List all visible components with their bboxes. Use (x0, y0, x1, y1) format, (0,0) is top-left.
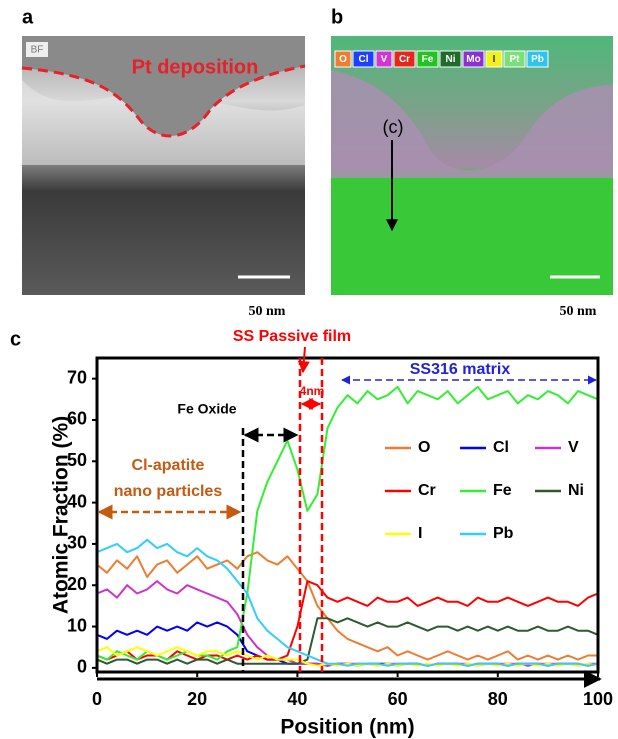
legend-label: V (568, 439, 579, 456)
y-tick-label: 50 (67, 450, 87, 470)
series-line (96, 538, 599, 667)
panel-label: c (10, 328, 21, 350)
tag-box (26, 42, 48, 57)
arrow (297, 346, 310, 374)
element-label: I (493, 54, 496, 65)
y-axis-title: Atomic Fraction (%) (50, 416, 73, 614)
element-label: Mo (466, 54, 480, 65)
annotation: SS316 matrix (410, 361, 511, 378)
x-tick-label: 20 (187, 689, 207, 709)
scale-label: 50 nm (560, 304, 597, 319)
plot-frame (95, 356, 600, 674)
image-tag: BF (31, 45, 44, 56)
series-line (96, 580, 599, 661)
annotation: nano particles (114, 483, 223, 500)
legend-label: Ni (568, 482, 584, 499)
panel-label: a (22, 6, 34, 28)
element-badge (526, 50, 549, 68)
x-tick-label: 40 (287, 689, 307, 709)
y-tick-label: 10 (67, 615, 87, 635)
x-tick-label: 80 (488, 689, 508, 709)
element-label: V (381, 54, 388, 65)
pt-outline (21, 64, 306, 138)
element-badge (393, 50, 416, 68)
y-tick-label: 20 (67, 574, 87, 594)
element-badge (375, 50, 393, 68)
element-badge (485, 50, 503, 68)
legend-label: Fe (493, 482, 512, 499)
element-label: Pt (510, 54, 521, 65)
image-region (331, 70, 613, 178)
x-axis-title: Position (nm) (280, 716, 414, 739)
series-line (96, 551, 598, 661)
x-tick-label: 0 (92, 689, 102, 709)
series-line (96, 385, 599, 661)
legend-label: Pb (493, 525, 514, 542)
series-line (96, 621, 599, 667)
annotation: 4nm (300, 384, 325, 398)
annotation: (c) (383, 117, 404, 137)
annotation: SS Passive film (233, 328, 351, 345)
x-tick-label: 60 (388, 689, 408, 709)
element-label: Ni (446, 54, 456, 65)
element-label: Pb (531, 54, 544, 65)
legend-label: Cl (493, 439, 509, 456)
element-badge (439, 50, 462, 68)
element-badge (334, 50, 352, 68)
annotation: Pt deposition (132, 56, 259, 78)
element-label: Fe (422, 54, 434, 65)
y-tick-label: 30 (67, 533, 87, 553)
element-label: Cr (399, 54, 410, 65)
element-label: O (339, 54, 347, 65)
y-tick-label: 0 (77, 657, 87, 677)
pt-layer (22, 36, 305, 137)
panel-label: b (331, 6, 343, 28)
element-badge (352, 50, 375, 68)
y-tick-label: 70 (67, 367, 87, 387)
y-tick-label: 40 (67, 491, 87, 511)
x-tick-label: 100 (583, 689, 613, 709)
scale-label: 50 nm (249, 304, 286, 319)
legend-label: O (418, 439, 430, 456)
element-badge (462, 50, 485, 68)
annotation: Cl-apatite (132, 457, 205, 474)
element-badge (416, 50, 439, 68)
element-badge (503, 50, 526, 68)
annotation: Fe Oxide (177, 401, 236, 417)
series-line (96, 617, 599, 665)
legend-label: I (418, 525, 422, 542)
series-line (96, 580, 598, 667)
y-tick-label: 60 (67, 409, 87, 429)
element-label: Cl (359, 54, 369, 65)
legend-label: Cr (418, 482, 436, 499)
